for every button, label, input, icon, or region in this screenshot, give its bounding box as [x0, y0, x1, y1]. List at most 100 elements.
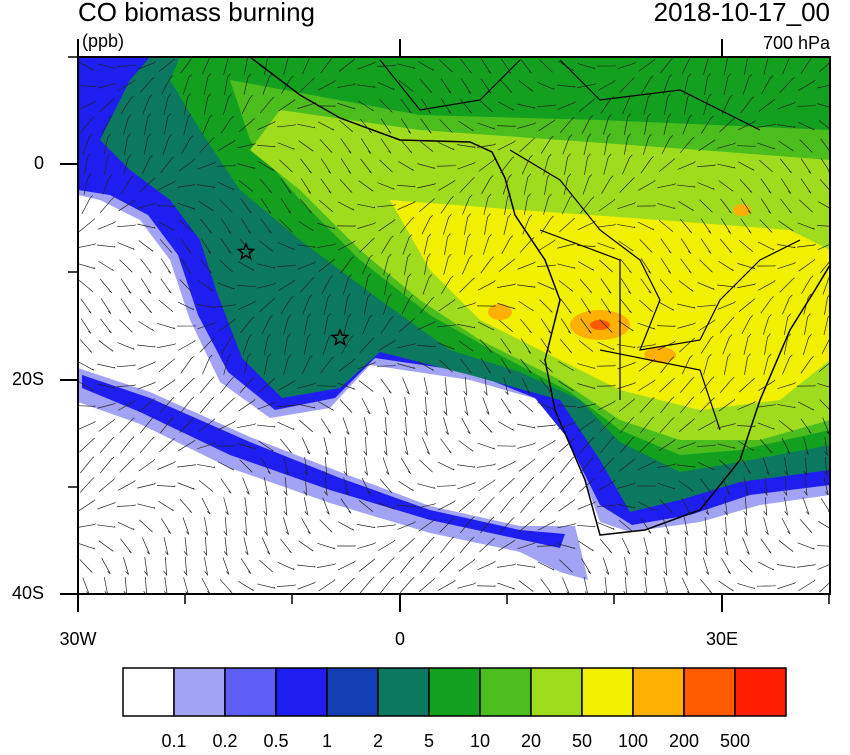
wind-barb [177, 339, 196, 351]
wind-barb [803, 457, 808, 477]
wind-barb [744, 353, 751, 375]
wind-barb [757, 280, 776, 291]
wind-barb [579, 436, 595, 453]
wind-barb [496, 125, 516, 127]
wind-barb [183, 537, 188, 557]
wind-barb [820, 260, 830, 274]
wind-barb [479, 497, 495, 513]
wind-barb [779, 77, 795, 93]
wind-barb [657, 203, 676, 210]
wind-barb [342, 274, 352, 295]
wind-barb [697, 461, 715, 471]
wind-barb [180, 356, 194, 374]
wind-barb [523, 193, 531, 215]
wind-barb [157, 342, 176, 349]
wind-barb [323, 457, 328, 477]
level: 700 hPa [763, 33, 831, 53]
wind-barb [381, 235, 394, 254]
wind-barb [199, 396, 215, 414]
wind-barb [759, 219, 773, 233]
wind-barb [803, 437, 809, 455]
wind-barb [318, 258, 336, 272]
wind-barb [497, 140, 516, 151]
wind-barb [97, 363, 116, 369]
wind-barb [518, 518, 536, 532]
wind-barb [158, 379, 176, 392]
wind-barb [316, 385, 336, 387]
wind-barb [439, 557, 455, 573]
wind-barb [98, 540, 114, 552]
wind-barb [680, 238, 692, 254]
wind-barb [259, 559, 273, 573]
wind-barb [739, 179, 753, 193]
wind-barb [297, 581, 316, 590]
wind-barb [240, 558, 252, 574]
wind-barb [742, 74, 752, 95]
wind-barb [721, 94, 733, 115]
wind-barb [599, 457, 615, 473]
wind-barb [80, 116, 95, 134]
wind-barb [624, 557, 629, 577]
wind-barb [659, 377, 675, 393]
wind-barb [597, 522, 615, 530]
wind-barb [499, 517, 515, 533]
wind-barb [677, 441, 696, 450]
wind-barb [498, 421, 515, 431]
wind-barb [318, 579, 336, 592]
wind-barb [697, 164, 716, 168]
wind-barb [557, 543, 576, 549]
wind-barb [163, 537, 169, 556]
wind-barb [597, 400, 616, 411]
wind-barb [358, 100, 374, 112]
wind-barb [101, 114, 113, 135]
wind-barb [338, 58, 356, 72]
wind-barb [617, 381, 636, 390]
wind-barb [459, 277, 475, 293]
wind-barb [240, 198, 252, 214]
wind-barb [718, 180, 734, 192]
wind-barb [178, 158, 196, 172]
wind-barb [440, 438, 452, 454]
wind-barb [219, 199, 233, 213]
wind-barb [316, 105, 336, 107]
wind-barb [597, 79, 616, 91]
wind-barb [118, 199, 136, 212]
wind-barb [361, 397, 371, 415]
wind-barb [99, 278, 113, 294]
wind-barb [543, 193, 552, 215]
colorbar-swatch [683, 667, 736, 717]
wind-barb [117, 480, 136, 491]
wind-barb [157, 461, 176, 470]
wind-barb [819, 581, 830, 593]
wind-barb [117, 399, 136, 411]
wind-barb [422, 274, 433, 295]
wind-barb [703, 537, 708, 557]
wind-barb [520, 338, 532, 354]
wind-barb [99, 196, 115, 214]
wind-barb [536, 264, 556, 267]
wind-barb [359, 118, 373, 134]
wind-barb [639, 397, 655, 413]
wind-barb [402, 234, 413, 255]
wind-barb [581, 115, 594, 135]
wind-barb [301, 437, 311, 455]
wind-barb [298, 540, 314, 552]
wind-barb [156, 205, 176, 207]
wind-barb [383, 417, 388, 437]
wind-barb [644, 113, 651, 135]
wind-barb [183, 113, 192, 135]
wind-barb [700, 478, 712, 494]
wind-barb [97, 383, 116, 389]
wind-barb [758, 379, 776, 391]
wind-barb [822, 275, 830, 295]
wind-barb [658, 158, 676, 173]
wind-barb [423, 377, 429, 396]
wind-barb [756, 584, 776, 587]
colorbar-label: 500 [720, 731, 750, 750]
wind-barb [817, 563, 830, 570]
wind-barb [440, 536, 455, 554]
wind-barb [617, 482, 636, 489]
wind-barb [479, 99, 493, 113]
wind-barb [802, 497, 810, 515]
wind-barb [519, 476, 535, 494]
